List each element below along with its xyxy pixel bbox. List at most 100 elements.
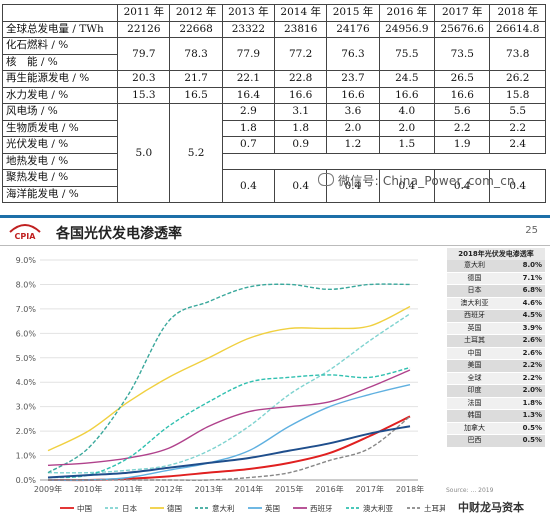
table-cell: 16.5 (169, 86, 223, 104)
table-cell: 0.4 (378, 169, 436, 203)
table-cell: 5.6 (434, 103, 491, 121)
ranking-row: 法国 1.8% (447, 397, 545, 410)
slide-top-bar (0, 215, 550, 218)
ranking-table: 2018年光伏发电渗透率 意大利 8.0% 德国 7.1% 日本 6.8% 澳大利亚 4.6%… (447, 248, 545, 448)
ranking-value: 3.9% (522, 323, 542, 332)
source-note: Source: ... 2019 (446, 487, 494, 494)
table-cell: 22126 (117, 20, 171, 38)
year-header: 2012 年 (169, 4, 223, 22)
table-cell: 16.6 (434, 86, 491, 104)
legend-label: 中国 (77, 503, 92, 513)
ranking-country: 巴西 (467, 436, 482, 444)
legend-label: 日本 (122, 503, 137, 513)
table-cell: 2.2 (434, 119, 491, 137)
x-tick-label: 2016年 (315, 484, 343, 494)
ranking-country: 中国 (467, 348, 482, 357)
ranking-row: 全球 2.2% (447, 372, 545, 385)
ranking-row: 韩国 1.3% (447, 410, 545, 423)
table-row: 风电场 / % 5.0 5.2 2.9 3.1 3.6 4.0 5.6 5.5 (1, 103, 546, 203)
table-cell: 1.2 (326, 136, 380, 154)
table-cell: 2.2 (489, 119, 546, 137)
series-line-2 (47, 305, 411, 452)
series-line-8 (47, 425, 411, 479)
table-cell: 15.3 (117, 86, 171, 104)
ranking-country: 法国 (467, 398, 482, 407)
legend-label: 意大利 (212, 503, 235, 513)
table-cell: 23322 (221, 20, 276, 38)
ranking-value: 1.3% (522, 411, 542, 419)
table-row: 化石燃料 / % 79.7 78.3 77.9 77.2 76.3 75.5 73.5 73.8 (1, 37, 546, 71)
table-cell: 3.1 (274, 103, 328, 121)
table-cell: 24956.9 (378, 20, 436, 38)
row-label: 水力发电 / % (1, 86, 119, 104)
table-cell: 24.5 (378, 70, 436, 88)
x-tick-label: 2011年 (114, 484, 142, 494)
table-cell: 24176 (326, 20, 380, 38)
pv-penetration-slide: CPIA 各国光伏发电渗透率 25 0.0% 1.0% 2.0% 3.0% 4.0% 5.… (0, 215, 550, 529)
year-header: 2013 年 (221, 4, 276, 22)
table-row: 海洋能发电 / % (1, 185, 546, 203)
ranking-title: 2018年光伏发电渗透率 (447, 248, 545, 260)
table-row: 全球总发电量 / TWh 22126 22668 23322 23816 24176 249… (1, 20, 546, 38)
series-line-4 (47, 383, 411, 481)
ranking-row: 印度 2.0% (447, 385, 545, 398)
table-cell: 0.4 (489, 169, 546, 203)
ranking-country: 德国 (467, 273, 482, 282)
table-row: 水力发电 / % 15.3 16.5 16.4 16.6 16.6 16.6 16.6 15.8 (1, 86, 546, 104)
table-row: 核 能 / % (1, 53, 546, 71)
table-cell: 75.5 (378, 37, 436, 71)
ranking-rows: 意大利 8.0% 德国 7.1% 日本 6.8% 澳大利亚 4.6% 西班牙 4.5% 英国 3.9%… (447, 260, 545, 448)
x-tick-label: 2012年 (154, 484, 182, 494)
ranking-row: 西班牙 4.5% (447, 310, 545, 323)
table-cell: 1.8 (221, 119, 276, 137)
wechat-watermark: 微信号: China_Power_com_cn (318, 172, 515, 189)
x-tick-label: 2017年 (356, 484, 384, 494)
ranking-value: 2.6% (522, 336, 542, 344)
table-cell: 78.3 (169, 37, 223, 71)
table-cell: 4.0 (378, 103, 436, 121)
year-header: 2015 年 (326, 4, 380, 22)
ranking-value: 2.0% (522, 386, 542, 394)
y-tick-label: 5.0% (16, 354, 37, 363)
x-tick-label: 2009年 (34, 484, 62, 494)
table-cell: 16.6 (274, 86, 328, 104)
legend-label: 西班牙 (310, 503, 333, 513)
merged-pv-cell: 5.0 (117, 103, 171, 203)
table-row: 光伏发电 / % 0.7 0.9 1.2 1.5 1.9 2.4 (1, 136, 546, 154)
table-cell: 79.7 (117, 37, 171, 71)
ranking-country: 英国 (467, 323, 482, 332)
ranking-country: 韩国 (467, 411, 482, 419)
y-tick-label: 8.0% (16, 280, 37, 289)
ranking-row: 英国 3.9% (447, 322, 545, 335)
ranking-row: 德国 7.1% (447, 272, 545, 285)
table-cell: 20.3 (117, 70, 171, 88)
table-row: 地热发电 / % (1, 152, 546, 170)
ranking-value: 8.0% (522, 261, 542, 269)
page-number: 25 (525, 225, 538, 236)
series-line-6 (47, 366, 411, 479)
table-cell: 77.9 (221, 37, 276, 71)
table-cell: 76.3 (326, 37, 380, 71)
table-cell: 16.6 (378, 86, 436, 104)
y-tick-label: 2.0% (16, 427, 37, 436)
line-chart: 0.0% 1.0% 2.0% 3.0% 4.0% 5.0% 6.0% 7.0% 8.0% 9.0%… (16, 256, 445, 513)
table-cell: 77.2 (274, 37, 328, 71)
y-tick-label: 3.0% (16, 403, 37, 412)
ranking-country: 美国 (467, 361, 482, 369)
ranking-country: 意大利 (464, 261, 485, 269)
ranking-value: 6.8% (522, 286, 542, 294)
watermark-text: 微信号: China_Power_com_cn (338, 174, 515, 188)
ranking-value: 4.6% (522, 298, 542, 307)
year-header: 2016 年 (378, 4, 436, 22)
row-label: 核 能 / % (1, 53, 119, 71)
ranking-row: 美国 2.2% (447, 360, 545, 373)
ranking-country: 加拿大 (464, 423, 485, 432)
table-cell: 16.4 (221, 86, 276, 104)
table-cell: 0.4 (326, 169, 380, 203)
row-label: 生物质发电 / % (1, 119, 119, 137)
ranking-row: 中国 2.6% (447, 347, 545, 360)
table-cell: 0.7 (221, 136, 276, 154)
ranking-row: 意大利 8.0% (447, 260, 545, 273)
logo-text: CPIA (15, 232, 37, 241)
ranking-country: 土耳其 (464, 336, 485, 344)
